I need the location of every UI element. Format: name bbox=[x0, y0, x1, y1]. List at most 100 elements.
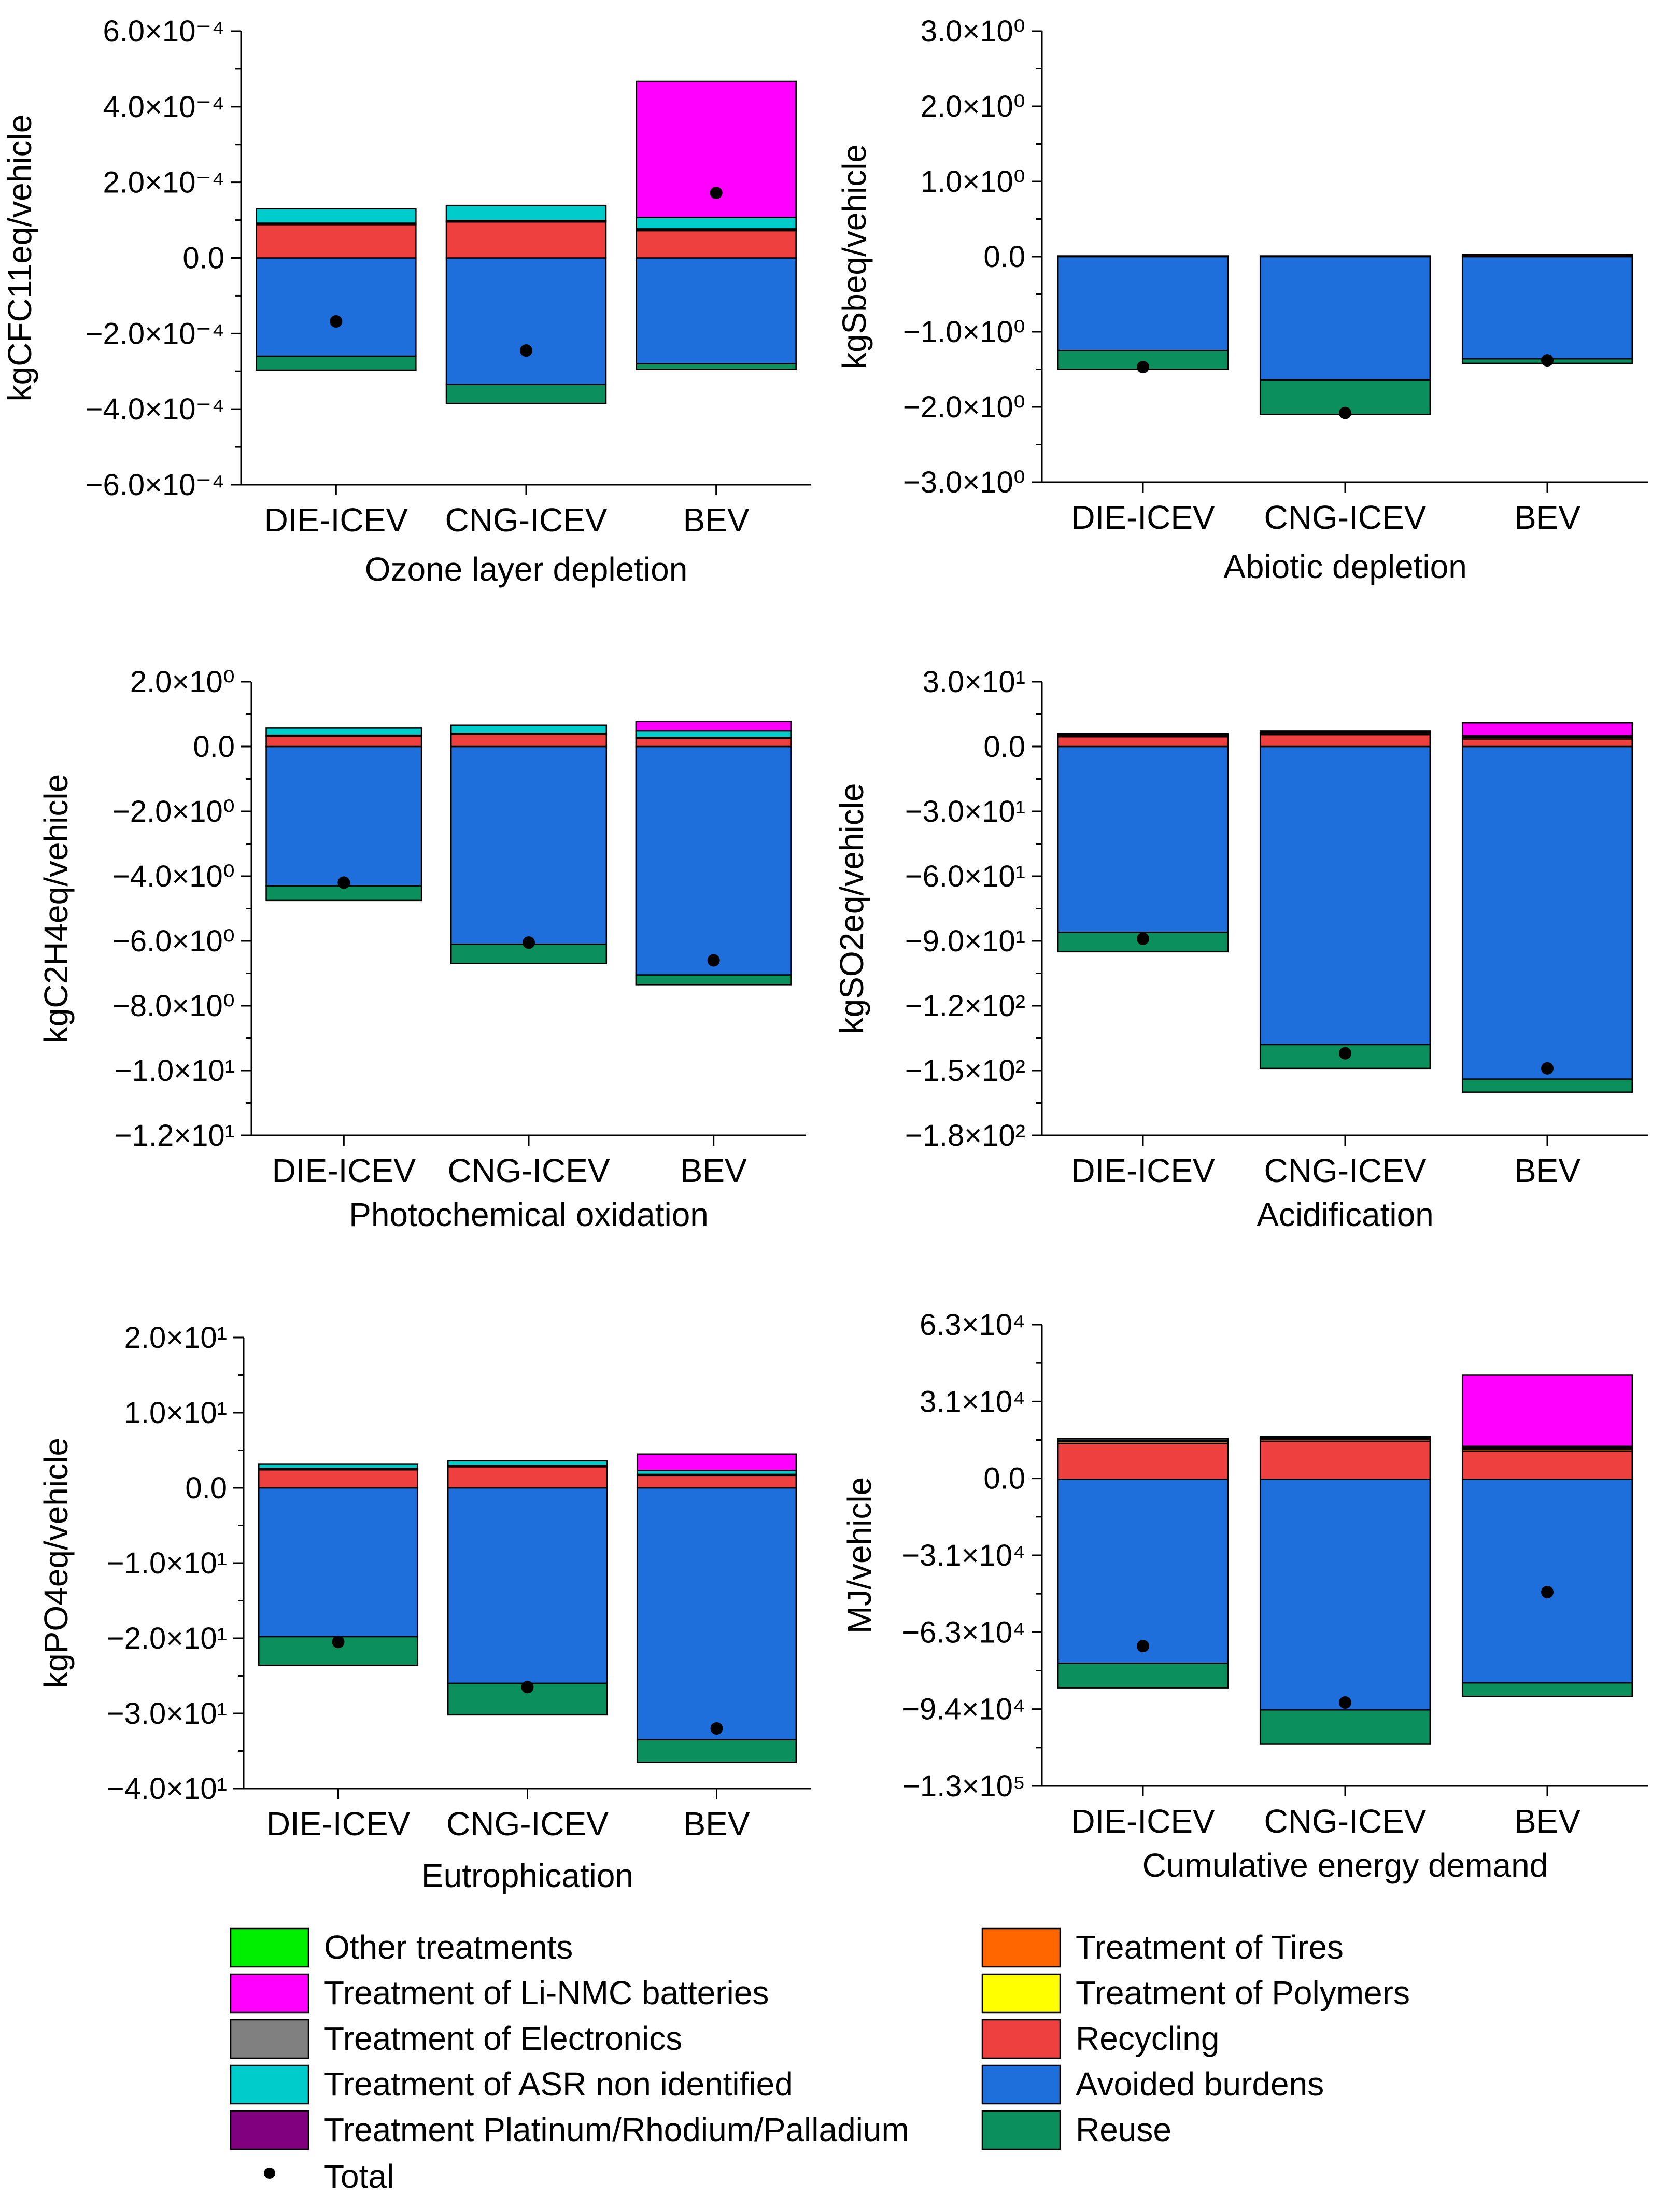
x-tick-label: DIE-ICEV bbox=[1071, 1803, 1215, 1840]
total-marker bbox=[1339, 1696, 1351, 1709]
x-tick-label: BEV bbox=[1514, 1152, 1580, 1189]
bar-segment-treatment-of-asr-non-identified bbox=[447, 1460, 608, 1466]
x-tick-label: BEV bbox=[1514, 1803, 1580, 1840]
x-tick-label: DIE-ICEV bbox=[266, 1805, 411, 1842]
y-tick-label: −3.0×10⁰ bbox=[903, 466, 1025, 499]
y-tick-label: 0.0 bbox=[185, 1471, 227, 1505]
bar-segment-treatment-of-asr-non-identified bbox=[635, 730, 792, 738]
x-tick-label: BEV bbox=[681, 1152, 747, 1189]
x-tick-label: CNG-ICEV bbox=[1264, 1803, 1427, 1840]
legend-label: Treatment of ASR non identified bbox=[324, 2065, 793, 2103]
bar-segment-recycling bbox=[258, 1469, 419, 1489]
y-tick-label: −4.0×10¹ bbox=[107, 1772, 227, 1806]
bar-segment-avoided-burdens bbox=[636, 1487, 797, 1740]
y-tick-label: 0.0 bbox=[983, 730, 1025, 764]
legend-total-marker bbox=[264, 2168, 275, 2179]
bar-segment-avoided-burdens bbox=[1259, 1478, 1431, 1711]
chart-panel-4: 3.0×10¹ 0.0 −3.0×10¹ −6.0×10¹ −9.0×10¹ −1.2×1… bbox=[833, 665, 1648, 1233]
bar-segment-treatment-of-asr-non-identified bbox=[258, 1463, 419, 1469]
bar-segment-avoided-burdens bbox=[447, 1487, 608, 1684]
y-axis-label: kgSO2eq/vehicle bbox=[833, 783, 870, 1034]
bar-segment-recycling bbox=[1259, 1440, 1431, 1480]
legend-swatch bbox=[981, 2110, 1061, 2150]
bar-segment-recycling bbox=[445, 221, 607, 259]
legend-swatch bbox=[230, 1927, 309, 1968]
y-tick-label: −9.0×10¹ bbox=[905, 924, 1025, 958]
total-marker bbox=[1541, 1586, 1554, 1599]
y-tick-label: −2.0×10⁰ bbox=[112, 795, 235, 828]
bar-segment-recycling bbox=[1057, 1443, 1229, 1480]
y-tick-label: 1.0×10⁰ bbox=[921, 165, 1025, 199]
y-tick-label: −1.2×10² bbox=[905, 989, 1025, 1023]
bar-segment-recycling bbox=[450, 734, 608, 748]
x-tick-label: BEV bbox=[683, 501, 750, 539]
total-marker bbox=[1137, 1640, 1149, 1653]
bar-segment-recycling bbox=[1259, 734, 1431, 748]
bar-segment-avoided-burdens bbox=[258, 1487, 419, 1638]
x-tick-label: DIE-ICEV bbox=[1071, 1152, 1215, 1189]
bar-segment-avoided-burdens bbox=[450, 745, 608, 945]
bar-segment-treatment-of-asr-non-identified bbox=[450, 724, 608, 734]
bar-segment-avoided-burdens bbox=[445, 257, 607, 386]
bar-segment-avoided-burdens bbox=[1461, 1478, 1633, 1684]
bar-segment-reuse bbox=[635, 974, 792, 986]
chart-panel-5: 2.0×10¹ 1.0×10¹ 0.0 −1.0×10¹ −2.0×10¹ −3.0×10… bbox=[37, 1321, 811, 1894]
bar-segment-avoided-burdens bbox=[636, 257, 797, 364]
chart-panel-3: 2.0×10⁰ 0.0 −2.0×10⁰ −4.0×10⁰ −6.0×10⁰ −8.0×1… bbox=[37, 665, 806, 1233]
x-tick-label: CNG-ICEV bbox=[1264, 499, 1427, 536]
y-tick-label: −1.0×10¹ bbox=[107, 1546, 227, 1580]
y-tick-label: −2.0×10¹ bbox=[107, 1622, 227, 1655]
legend-label: Treatment of Tires bbox=[1076, 1929, 1344, 1966]
y-tick-label: −6.0×10¹ bbox=[905, 860, 1025, 893]
panel-title: Cumulative energy demand bbox=[1142, 1847, 1548, 1884]
total-marker bbox=[710, 1722, 723, 1735]
legend-label: Treatment of Polymers bbox=[1076, 1974, 1410, 2011]
legend-total-label: Total bbox=[324, 2158, 394, 2195]
panel-title: Eutrophication bbox=[421, 1857, 633, 1894]
bar-segment-recycling bbox=[1461, 738, 1633, 748]
y-tick-label: 3.0×10¹ bbox=[923, 665, 1025, 699]
x-tick-label: BEV bbox=[683, 1805, 750, 1842]
chart-panel-1: 6.0×10⁻⁴ 4.0×10⁻⁴ 2.0×10⁻⁴ 0.0 −2.0×10⁻⁴ −4.0… bbox=[1, 15, 811, 588]
bar-segment-avoided-burdens bbox=[1461, 745, 1633, 1080]
y-tick-label: 1.0×10¹ bbox=[124, 1396, 227, 1430]
total-marker bbox=[1541, 1062, 1554, 1075]
x-tick-label: CNG-ICEV bbox=[1264, 1152, 1427, 1189]
bar-segment-avoided-burdens bbox=[1057, 745, 1229, 933]
y-axis-label: MJ/vehicle bbox=[841, 1477, 878, 1634]
bar-segment-avoided-burdens bbox=[1259, 745, 1431, 1046]
y-tick-label: 3.1×10⁴ bbox=[920, 1385, 1025, 1418]
y-tick-label: 0.0 bbox=[182, 242, 224, 275]
x-tick-label: DIE-ICEV bbox=[1071, 499, 1215, 536]
legend-swatch bbox=[230, 2110, 309, 2150]
bar-segment-treatment-of-asr-non-identified bbox=[636, 217, 797, 230]
legend-label: Treatment of Li-NMC batteries bbox=[324, 1974, 769, 2011]
y-tick-label: −2.0×10⁰ bbox=[903, 390, 1025, 424]
total-marker bbox=[1339, 406, 1351, 419]
legend-label: Recycling bbox=[1076, 2020, 1219, 2057]
panel-title: Abiotic depletion bbox=[1223, 548, 1467, 585]
y-tick-label: −1.2×10¹ bbox=[115, 1119, 235, 1152]
total-marker bbox=[1541, 354, 1554, 367]
y-tick-label: −6.3×10⁴ bbox=[902, 1615, 1025, 1649]
y-tick-label: 4.0×10⁻⁴ bbox=[103, 90, 224, 124]
bar-segment-reuse bbox=[636, 1739, 797, 1763]
y-tick-label: 6.3×10⁴ bbox=[920, 1308, 1025, 1342]
total-marker bbox=[1137, 932, 1149, 945]
y-tick-label: −4.0×10⁻⁴ bbox=[86, 392, 224, 426]
bar-segment-recycling bbox=[635, 738, 792, 748]
bar-segment-reuse bbox=[1461, 1682, 1633, 1697]
bar-segment-treatment-of-asr-non-identified bbox=[1057, 733, 1229, 736]
bar-segment-recycling bbox=[636, 1475, 797, 1489]
y-tick-label: −3.0×10¹ bbox=[905, 795, 1025, 828]
x-tick-label: BEV bbox=[1514, 499, 1580, 536]
bar-segment-avoided-burdens bbox=[1057, 1478, 1229, 1664]
y-tick-label: −3.1×10⁴ bbox=[902, 1539, 1025, 1572]
legend: Other treatments Treatment of Tires Treatm… bbox=[230, 1927, 1410, 2195]
legend-swatch bbox=[981, 2064, 1061, 2105]
y-tick-label: −1.0×10¹ bbox=[115, 1054, 235, 1088]
y-tick-label: 2.0×10⁰ bbox=[921, 90, 1025, 123]
y-tick-label: −8.0×10⁰ bbox=[112, 989, 235, 1023]
y-tick-label: −6.0×10⁻⁴ bbox=[86, 468, 224, 502]
chart-panel-6: 6.3×10⁴ 3.1×10⁴ 0.0 −3.1×10⁴ −6.3×10⁴ −9.4×10… bbox=[841, 1308, 1648, 1884]
